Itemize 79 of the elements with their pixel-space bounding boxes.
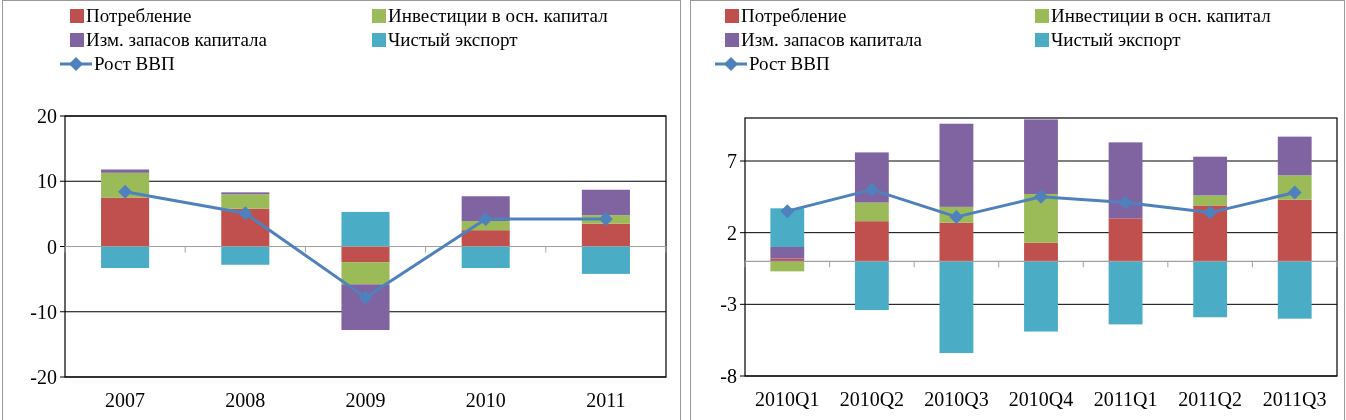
point: [478, 212, 493, 227]
bar: [1024, 261, 1058, 332]
legend-label: Изм. запасов капитала: [86, 29, 268, 50]
y-tick-label: -8: [720, 365, 737, 387]
bar: [221, 246, 270, 265]
y-tick-label: -3: [720, 293, 737, 316]
x-tick-label: 2010: [465, 389, 506, 411]
point: [238, 206, 253, 221]
bar: [101, 169, 150, 173]
bar: [854, 221, 889, 262]
bar: [1024, 119, 1058, 194]
bar: [939, 123, 974, 207]
x-tick-label: 2008: [225, 389, 266, 411]
y-tick-label: 2: [727, 221, 737, 244]
bar: [854, 261, 889, 311]
point: [598, 212, 613, 227]
bar: [770, 258, 805, 262]
y-tick-label: 0: [47, 235, 57, 258]
x-tick-label: 2010Q1: [755, 388, 820, 410]
bar: [581, 223, 630, 247]
point: [1118, 195, 1133, 210]
legend-label: Изм. запасов капитала: [741, 29, 923, 50]
x-tick-label: 2010Q2: [839, 388, 905, 410]
x-tick-label: 2007: [105, 389, 146, 411]
y-tick-label: -20: [30, 366, 57, 388]
bar: [1108, 142, 1143, 219]
legend-label: Инвестиции в осн. капитал: [1051, 5, 1272, 26]
legend-label: Чистый экспорт: [388, 29, 519, 50]
bar: [581, 246, 630, 274]
bar: [939, 222, 974, 262]
legend-label: Инвестиции в осн. капитал: [388, 5, 609, 26]
bar: [854, 152, 889, 203]
point: [1203, 205, 1218, 220]
bar: [1277, 261, 1312, 319]
y-tick-label: -10: [30, 300, 57, 323]
x-tick-label: 2011: [586, 389, 626, 411]
bar: [581, 189, 630, 216]
bar: [939, 261, 974, 354]
bar: [221, 194, 270, 209]
x-tick-label: 2011Q3: [1262, 388, 1327, 410]
bar: [770, 261, 805, 272]
bar: [1277, 199, 1312, 262]
y-tick-label: 20: [37, 105, 57, 127]
bar: [1193, 261, 1228, 318]
point: [358, 290, 373, 305]
legend-label: Потребление: [741, 5, 847, 26]
x-tick-label: 2010Q3: [924, 388, 989, 410]
bar: [1193, 156, 1228, 196]
legend-label: Потребление: [86, 5, 192, 26]
legend-label: Рост ВВП: [749, 53, 830, 74]
point: [864, 182, 879, 197]
bar: [770, 247, 805, 259]
x-tick-label: 2010Q4: [1008, 388, 1074, 410]
bar: [341, 262, 390, 285]
bar: [461, 246, 510, 269]
legend-label: Чистый экспорт: [1051, 29, 1182, 50]
x-tick-label: 2009: [345, 389, 386, 411]
x-tick-label: 2011Q1: [1093, 388, 1158, 410]
bar: [461, 230, 510, 247]
bar: [1024, 242, 1058, 262]
y-tick-label: 7: [727, 150, 737, 172]
bar: [341, 246, 390, 263]
legend-label: Рост ВВП: [94, 53, 175, 74]
bar: [341, 284, 390, 331]
bar: [770, 208, 805, 247]
bar: [1108, 218, 1143, 262]
bar: [101, 246, 150, 269]
x-tick-label: 2011Q2: [1178, 388, 1242, 410]
bar: [101, 197, 150, 247]
bar: [1193, 205, 1228, 262]
point: [1034, 189, 1048, 204]
bar: [1277, 136, 1312, 176]
y-tick-label: 10: [37, 170, 57, 193]
bar: [1108, 261, 1143, 325]
bar: [1193, 195, 1228, 206]
point: [780, 204, 795, 219]
bar: [1024, 193, 1058, 243]
bar: [341, 211, 390, 247]
bar: [854, 202, 889, 222]
